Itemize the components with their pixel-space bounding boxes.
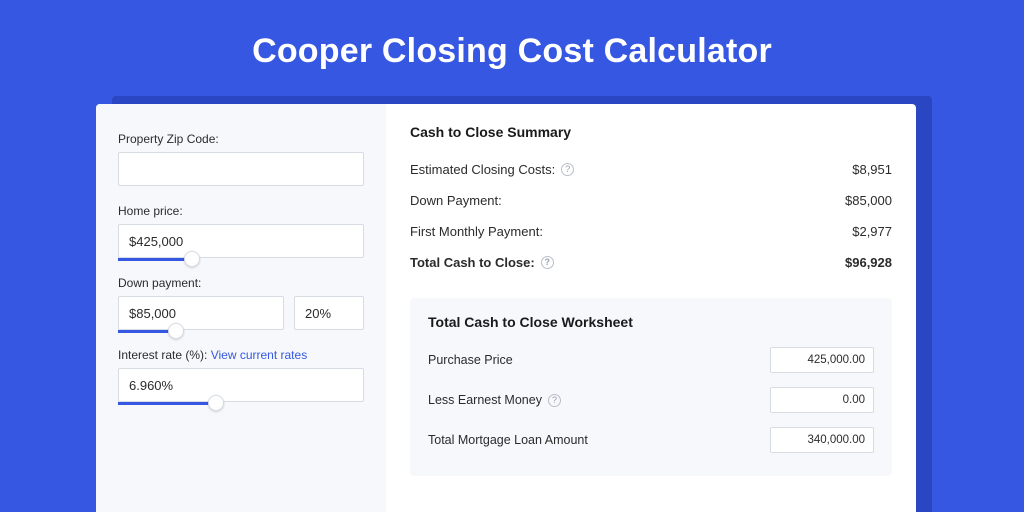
worksheet-heading: Total Cash to Close Worksheet [428, 314, 874, 330]
worksheet-row: Purchase Price [428, 340, 874, 380]
interest-slider[interactable] [118, 368, 364, 402]
worksheet-row-label: Purchase Price [428, 353, 513, 367]
zip-input[interactable] [118, 152, 364, 186]
down-payment-pct-input[interactable] [294, 296, 364, 330]
summary-row-value: $2,977 [852, 224, 892, 239]
summary-label-text: Total Cash to Close: [410, 255, 535, 270]
interest-label-text: Interest rate (%): [118, 348, 211, 362]
worksheet-value-input[interactable] [770, 427, 874, 453]
worksheet-label-text: Purchase Price [428, 353, 513, 367]
summary-label-text: Estimated Closing Costs: [410, 162, 555, 177]
down-payment-input[interactable] [118, 296, 284, 330]
worksheet-label-text: Less Earnest Money [428, 393, 542, 407]
summary-row-value: $8,951 [852, 162, 892, 177]
page: Cooper Closing Cost Calculator Property … [0, 0, 1024, 512]
home-price-slider[interactable] [118, 224, 364, 258]
summary-row: Total Cash to Close:? $96,928 [410, 247, 892, 278]
summary-row: First Monthly Payment: $2,977 [410, 216, 892, 247]
home-price-label: Home price: [118, 204, 364, 218]
worksheet-value-input[interactable] [770, 347, 874, 373]
slider-thumb[interactable] [208, 395, 224, 411]
down-payment-group: Down payment: [118, 276, 364, 330]
help-icon[interactable]: ? [548, 394, 561, 407]
slider-thumb[interactable] [168, 323, 184, 339]
summary-row-label: First Monthly Payment: [410, 224, 543, 239]
slider-track [118, 330, 284, 333]
summary-row: Estimated Closing Costs:? $8,951 [410, 154, 892, 185]
worksheet-row: Less Earnest Money? [428, 380, 874, 420]
spacer [410, 278, 892, 290]
slider-thumb[interactable] [184, 251, 200, 267]
summary-row-label: Estimated Closing Costs:? [410, 162, 574, 177]
slider-track [118, 402, 364, 405]
zip-group: Property Zip Code: [118, 132, 364, 186]
worksheet-label-text: Total Mortgage Loan Amount [428, 433, 588, 447]
page-title: Cooper Closing Cost Calculator [0, 32, 1024, 71]
summary-label-text: First Monthly Payment: [410, 224, 543, 239]
slider-fill [118, 402, 216, 405]
summary-row: Down Payment: $85,000 [410, 185, 892, 216]
slider-fill [118, 258, 192, 261]
help-icon[interactable]: ? [561, 163, 574, 176]
calculator-card: Property Zip Code: Home price: Down paym… [96, 104, 916, 512]
summary-row-label: Down Payment: [410, 193, 502, 208]
summary-row-value: $85,000 [845, 193, 892, 208]
worksheet-row-label: Total Mortgage Loan Amount [428, 433, 588, 447]
worksheet-panel: Total Cash to Close Worksheet Purchase P… [410, 298, 892, 476]
summary-rows: Estimated Closing Costs:? $8,951 Down Paym… [410, 154, 892, 278]
interest-input[interactable] [118, 368, 364, 402]
zip-label: Property Zip Code: [118, 132, 364, 146]
worksheet-row: Total Mortgage Loan Amount [428, 420, 874, 460]
summary-row-value: $96,928 [845, 255, 892, 270]
summary-heading: Cash to Close Summary [410, 124, 892, 140]
interest-label: Interest rate (%): View current rates [118, 348, 364, 362]
down-payment-slider[interactable] [118, 296, 284, 330]
home-price-input[interactable] [118, 224, 364, 258]
interest-group: Interest rate (%): View current rates [118, 348, 364, 402]
help-icon[interactable]: ? [541, 256, 554, 269]
summary-label-text: Down Payment: [410, 193, 502, 208]
view-rates-link[interactable]: View current rates [211, 348, 308, 362]
inputs-panel: Property Zip Code: Home price: Down paym… [96, 104, 386, 512]
summary-row-label: Total Cash to Close:? [410, 255, 554, 270]
worksheet-value-input[interactable] [770, 387, 874, 413]
down-payment-label: Down payment: [118, 276, 364, 290]
results-panel: Cash to Close Summary Estimated Closing … [386, 104, 916, 512]
worksheet-rows: Purchase Price Less Earnest Money? Total M… [428, 340, 874, 460]
slider-track [118, 258, 364, 261]
home-price-group: Home price: [118, 204, 364, 258]
worksheet-row-label: Less Earnest Money? [428, 393, 561, 407]
